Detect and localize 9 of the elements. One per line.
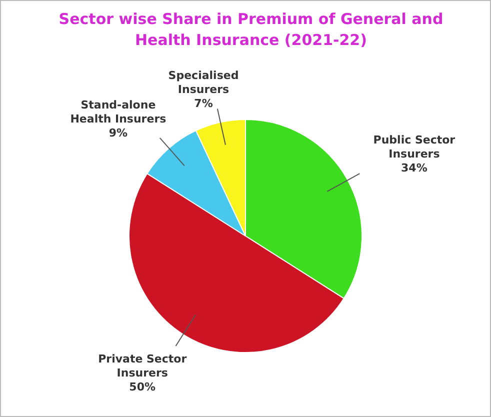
slice-label: Public Sector Insurers — [373, 133, 456, 160]
slice-label: Private Sector Insurers — [98, 352, 188, 380]
data-label: 7% — [194, 97, 213, 110]
chart-title: Sector wise Share in Premium of General and Health Insurance (2021-22) — [58, 9, 444, 51]
slice-label: Specialised Insurers — [168, 69, 239, 96]
data-label: 9% — [108, 126, 128, 140]
data-label: 50% — [129, 380, 156, 394]
slice-label: Stand-alone Health Insurers — [70, 98, 167, 126]
data-label: 34% — [401, 161, 428, 174]
